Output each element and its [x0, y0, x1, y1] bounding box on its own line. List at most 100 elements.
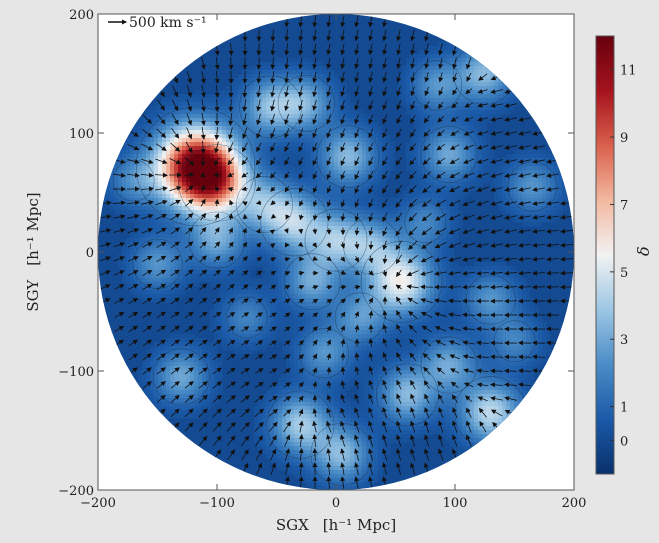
density-cell: [178, 250, 183, 255]
density-cell: [210, 142, 215, 147]
density-cell: [474, 262, 479, 267]
density-cell: [494, 110, 499, 115]
density-cell: [286, 194, 291, 199]
density-cell: [266, 82, 271, 87]
density-cell: [366, 134, 371, 139]
density-cell: [538, 194, 543, 199]
density-cell: [274, 222, 279, 227]
density-cell: [306, 118, 311, 123]
density-cell: [522, 174, 527, 179]
density-cell: [134, 266, 139, 271]
density-cell: [434, 126, 439, 131]
density-cell: [334, 82, 339, 87]
density-cell: [306, 82, 311, 87]
density-cell: [274, 134, 279, 139]
density-cell: [126, 286, 131, 291]
density-cell: [290, 222, 295, 227]
density-cell: [146, 166, 151, 171]
density-cell: [322, 106, 327, 111]
density-cell: [126, 274, 131, 279]
density-cell: [334, 230, 339, 235]
density-cell: [238, 238, 243, 243]
density-cell: [358, 146, 363, 151]
density-cell: [158, 146, 163, 151]
density-cell: [294, 170, 299, 175]
density-cell: [242, 246, 247, 251]
density-cell: [338, 234, 343, 239]
density-cell: [210, 174, 215, 179]
density-cell: [490, 114, 495, 119]
density-cell: [186, 218, 191, 223]
density-cell: [186, 278, 191, 283]
density-cell: [430, 74, 435, 79]
density-cell: [374, 242, 379, 247]
density-cell: [422, 222, 427, 227]
density-cell: [454, 74, 459, 79]
density-cell: [374, 282, 379, 287]
density-cell: [218, 258, 223, 263]
density-cell: [362, 218, 367, 223]
density-cell: [234, 90, 239, 95]
density-cell: [306, 70, 311, 75]
density-cell: [222, 90, 227, 95]
density-cell: [218, 90, 223, 95]
density-cell: [162, 118, 167, 123]
density-cell: [430, 278, 435, 283]
density-cell: [378, 254, 383, 259]
density-cell: [430, 234, 435, 239]
density-cell: [310, 250, 315, 255]
density-cell: [138, 174, 143, 179]
density-cell: [118, 166, 123, 171]
density-cell: [274, 218, 279, 223]
density-cell: [134, 186, 139, 191]
density-cell: [150, 194, 155, 199]
density-cell: [382, 182, 387, 187]
density-cell: [374, 158, 379, 163]
density-cell: [430, 62, 435, 67]
density-cell: [306, 130, 311, 135]
density-cell: [310, 62, 315, 67]
density-cell: [366, 274, 371, 279]
density-cell: [142, 182, 147, 187]
density-cell: [198, 170, 203, 175]
density-cell: [402, 102, 407, 107]
density-cell: [282, 98, 287, 103]
density-cell: [446, 158, 451, 163]
density-cell: [170, 246, 175, 251]
density-cell: [182, 206, 187, 211]
density-cell: [154, 250, 159, 255]
density-cell: [274, 170, 279, 175]
density-cell: [358, 134, 363, 139]
density-cell: [358, 270, 363, 275]
density-cell: [410, 198, 415, 203]
density-cell: [418, 62, 423, 67]
density-cell: [462, 170, 467, 175]
density-cell: [446, 214, 451, 219]
density-cell: [258, 62, 263, 67]
density-cell: [346, 122, 351, 127]
density-cell: [150, 218, 155, 223]
density-cell: [198, 178, 203, 183]
density-cell: [434, 186, 439, 191]
density-cell: [170, 182, 175, 187]
density-cell: [170, 194, 175, 199]
density-cell: [450, 94, 455, 99]
density-cell: [330, 238, 335, 243]
density-cell: [210, 254, 215, 259]
density-cell: [190, 182, 195, 187]
density-cell: [430, 214, 435, 219]
density-cell: [350, 110, 355, 115]
density-cell: [146, 174, 151, 179]
density-cell: [294, 262, 299, 267]
density-cell: [226, 270, 231, 275]
density-cell: [482, 170, 487, 175]
density-cell: [222, 230, 227, 235]
density-cell: [190, 98, 195, 103]
density-cell: [446, 138, 451, 143]
density-cell: [458, 154, 463, 159]
density-cell: [430, 154, 435, 159]
density-cell: [142, 118, 147, 123]
density-cell: [522, 190, 527, 195]
density-cell: [162, 102, 167, 107]
density-cell: [118, 162, 123, 167]
